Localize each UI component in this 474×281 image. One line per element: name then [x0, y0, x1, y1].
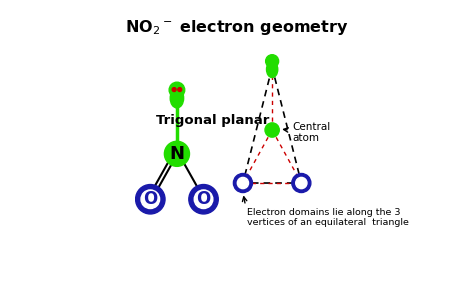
- Text: O: O: [143, 190, 157, 208]
- Text: Trigonal planar: Trigonal planar: [156, 114, 269, 127]
- Text: NO$_2$$^-$ electron geometry: NO$_2$$^-$ electron geometry: [125, 18, 349, 37]
- Circle shape: [265, 55, 279, 68]
- Circle shape: [136, 185, 165, 214]
- Circle shape: [292, 173, 311, 192]
- Circle shape: [178, 88, 182, 92]
- Text: Electron domains lie along the 3
vertices of an equilateral  triangle: Electron domains lie along the 3 vertice…: [247, 208, 409, 227]
- Circle shape: [141, 190, 160, 209]
- Text: O: O: [196, 190, 210, 208]
- Circle shape: [296, 177, 307, 189]
- Circle shape: [189, 185, 218, 214]
- Circle shape: [164, 141, 190, 166]
- Circle shape: [233, 173, 253, 192]
- Text: Central
atom: Central atom: [283, 122, 331, 143]
- Circle shape: [265, 123, 279, 137]
- Circle shape: [172, 88, 176, 92]
- Circle shape: [237, 177, 248, 189]
- Ellipse shape: [170, 89, 183, 108]
- Circle shape: [169, 82, 185, 98]
- Text: N: N: [169, 145, 184, 163]
- Ellipse shape: [266, 61, 278, 78]
- Circle shape: [194, 190, 213, 209]
